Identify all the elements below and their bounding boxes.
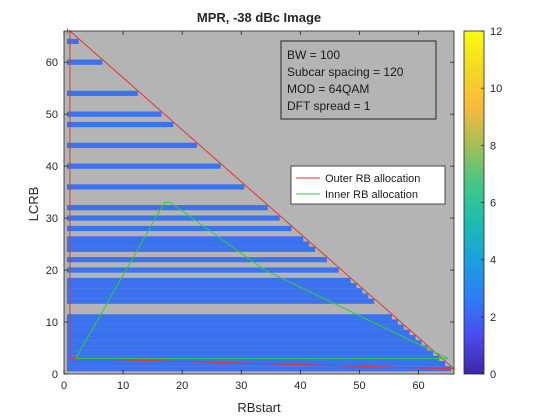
colorbar-tick-label: 4 [490,255,496,267]
heatmap-cell-row [66,90,138,96]
colorbar-tick-label: 12 [490,26,502,38]
colorbar-tick-label: 0 [490,369,496,381]
heatmap-cell-row [66,142,197,148]
plot-frame [63,30,455,375]
heatmap-cell-row [66,121,174,128]
heatmap-cell-row [66,283,357,289]
heatmap-cell-row [66,329,410,336]
heatmap-cell-row [66,257,327,263]
heatmap-cell-row [66,184,245,190]
y-tick-label: 50 [46,109,58,121]
x-tick-label: 0 [61,380,67,392]
info-annotation: BW = 100 Subcar spacing = 120 MOD = 64QAM D… [280,40,437,120]
legend-entry: Inner RB allocation [325,189,418,201]
y-tick-label: 10 [46,317,58,329]
y-tick-label: 40 [46,161,58,173]
series-line [69,29,456,370]
heatmap-cell-row [66,38,79,44]
heatmap-cell-row [66,267,339,273]
annotation-line: Subcar spacing = 120 [287,65,404,79]
colorbar-tick-label: 8 [490,140,496,152]
chart-title: MPR, -38 dBc Image [197,10,321,25]
heatmap-cell-row [66,366,452,372]
annotation-frame [280,40,437,120]
y-axis: 0 10 20 30 40 50 60 [46,57,454,381]
x-tick-label: 20 [176,380,188,392]
heatmap-cell-row [66,324,404,330]
heatmap-cell-row [66,225,292,232]
heatmap-cell-row [66,298,375,304]
x-tick-label: 50 [353,380,365,392]
heatmap-cell-row [66,205,268,211]
colorbar: 0 2 4 6 8 10 12 [463,26,502,381]
x-axis-label: RBstart [237,400,281,415]
x-tick-label: 40 [294,380,306,392]
heatmap-cell-row [66,345,428,351]
heatmap-cell-row [66,350,434,356]
x-tick-label: 10 [117,380,129,392]
colorbar-tick-label: 2 [490,312,496,324]
x-axis: 0 10 20 30 40 50 60 [61,31,425,392]
annotation-line: DFT spread = 1 [287,99,371,113]
heatmap-cell-row [66,59,103,65]
series-line [75,202,449,359]
y-tick-label: 0 [52,369,58,381]
heatmap-cell-row [66,340,422,346]
heatmap-cell-row [66,277,351,284]
y-tick-label: 60 [46,57,58,69]
x-tick-label: 30 [235,380,247,392]
legend: Outer RB allocation Inner RB allocation [290,165,446,205]
heatmap-cell-row [66,215,280,221]
y-axis-label: LCRB [26,187,41,222]
colorbar-tick-label: 10 [490,83,502,95]
heatmap-cell-row [66,314,392,320]
heatmap-cell-row [66,246,316,252]
annotation-line: MOD = 64QAM [287,82,369,96]
heatmap-cell-row [66,236,304,242]
heatmap-cell-row [66,335,416,341]
heatmap-cell-row [66,288,363,294]
heatmap-cell-row [66,319,398,325]
heatmap-cell-row [66,241,310,247]
x-tick-label: 60 [412,380,424,392]
y-tick-label: 20 [46,265,58,277]
y-tick-label: 30 [46,213,58,225]
legend-entry: Outer RB allocation [325,173,420,185]
annotation-line: BW = 100 [287,48,340,62]
heatmap-cell-row [66,111,162,117]
legend-frame [290,165,446,205]
heatmap-cell-row [66,293,369,299]
heatmap-cell-row [66,163,221,169]
colorbar-tick-label: 6 [490,198,496,210]
